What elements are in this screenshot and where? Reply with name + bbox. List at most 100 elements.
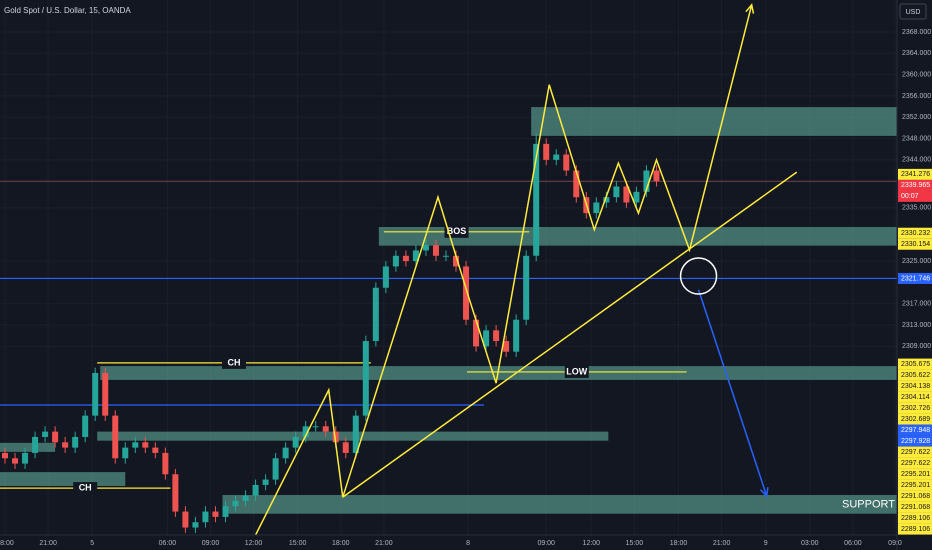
- candle-body: [322, 426, 329, 432]
- price-tag-label: 2305.675: [901, 361, 930, 368]
- label-bg: [444, 225, 469, 238]
- candle-body: [332, 431, 339, 443]
- candle-body: [172, 474, 179, 512]
- price-tag-label: 2302.726: [901, 405, 930, 412]
- candle-body: [653, 170, 660, 182]
- price-tag: [898, 424, 932, 436]
- y-tick-label: 2352.000: [902, 114, 931, 121]
- candle-body: [52, 431, 59, 443]
- y-tick-label: 2344.000: [902, 157, 931, 164]
- zone: [531, 107, 897, 136]
- zone: [222, 495, 897, 514]
- x-tick-label: 18:00: [0, 540, 14, 547]
- x-tick-label: 09:00: [202, 540, 220, 547]
- zone: [97, 431, 609, 441]
- x-tick-label: 09:00: [537, 540, 555, 547]
- y-tick-label: 2348.000: [902, 135, 931, 142]
- price-tag: [898, 168, 932, 180]
- candle-body: [152, 447, 159, 453]
- candle-body: [382, 266, 389, 288]
- candle-body: [593, 202, 600, 214]
- x-tick-label: 09:0: [888, 540, 902, 547]
- highlight-circle: [679, 257, 718, 295]
- candle-body: [533, 143, 540, 256]
- plot-area: SUPPORT CH CH BOS LOW: [0, 3, 898, 536]
- drawing-line: [697, 289, 768, 497]
- price-tag: [898, 468, 932, 480]
- candle-body: [222, 506, 229, 517]
- price-tag-label: 2330.232: [901, 230, 930, 237]
- candle-body: [272, 458, 279, 480]
- price-tag-label: 2304.114: [901, 394, 930, 401]
- y-tick-label: 2356.000: [902, 93, 931, 100]
- line-label: BOS: [447, 226, 467, 236]
- candle-body: [372, 287, 379, 342]
- price-tag-label: 2321.746: [901, 275, 930, 282]
- drawing-line: [342, 171, 798, 498]
- candle-body: [362, 341, 369, 416]
- y-tick-label: 2313.000: [902, 322, 931, 329]
- price-tag: [898, 227, 932, 239]
- zone: [0, 442, 56, 452]
- x-tick-label: 12:00: [245, 540, 263, 547]
- candle-body: [212, 511, 219, 517]
- price-tag: [898, 435, 932, 447]
- price-tag-label: 2341.276: [901, 171, 930, 178]
- candle-body: [543, 143, 550, 160]
- candle-body: [473, 319, 480, 347]
- candle-body: [493, 330, 500, 342]
- candle-body: [102, 373, 109, 416]
- candle-body: [412, 250, 419, 262]
- candle-body: [252, 484, 259, 496]
- price-tag: [898, 413, 932, 425]
- price-tag: [898, 512, 932, 524]
- x-tick-label: 03:00: [801, 540, 819, 547]
- price-tag-label: 2297.622: [901, 460, 930, 467]
- candle-body: [392, 255, 399, 267]
- zone-label: SUPPORT: [842, 498, 895, 510]
- price-tag-label: 2291.068: [901, 493, 930, 500]
- y-tick-label: 2368.000: [902, 29, 931, 36]
- price-tag: [898, 490, 932, 502]
- candle-body: [352, 415, 359, 453]
- price-tag: [898, 272, 932, 284]
- candle-body: [122, 447, 129, 459]
- candle-body: [72, 436, 79, 448]
- candle-body: [22, 452, 29, 464]
- price-tag-label: 2297.928: [901, 438, 930, 445]
- candle-body: [202, 511, 209, 523]
- candle-body: [232, 500, 239, 507]
- label-bg: [564, 365, 589, 378]
- price-tag-label: 2302.689: [901, 416, 930, 423]
- price-tag: [898, 501, 932, 513]
- x-tick-label: 5: [90, 540, 94, 547]
- x-tick-label: 21:00: [713, 540, 731, 547]
- price-tag-label: 2330.154: [901, 241, 930, 248]
- candle-body: [112, 415, 119, 459]
- y-tick-label: 2360.000: [902, 71, 931, 78]
- candle-body: [563, 154, 570, 171]
- candle-body: [82, 415, 89, 437]
- currency[interactable]: USD: [906, 9, 921, 16]
- x-tick-label: 06:00: [159, 540, 177, 547]
- y-tick-label: 2364.000: [902, 50, 931, 57]
- price-tag-label: 2289.106: [901, 515, 930, 522]
- candle-body: [132, 442, 139, 448]
- x-tick-label: 18:00: [670, 540, 688, 547]
- candle-body: [42, 431, 49, 437]
- candle-body: [432, 245, 439, 256]
- candle-body: [523, 255, 530, 320]
- candle-body: [162, 452, 169, 475]
- candle-body: [513, 319, 520, 352]
- candle-body: [603, 197, 610, 203]
- price-tag: [898, 179, 932, 202]
- currency-box[interactable]: [899, 3, 927, 20]
- arrow-head: [759, 487, 769, 498]
- candle-body: [553, 154, 560, 160]
- price-tag: [898, 369, 932, 381]
- price-tag-label: 2297.948: [901, 427, 930, 434]
- price-tag: [898, 446, 932, 458]
- candle-body: [302, 426, 309, 437]
- candle-body: [142, 442, 149, 448]
